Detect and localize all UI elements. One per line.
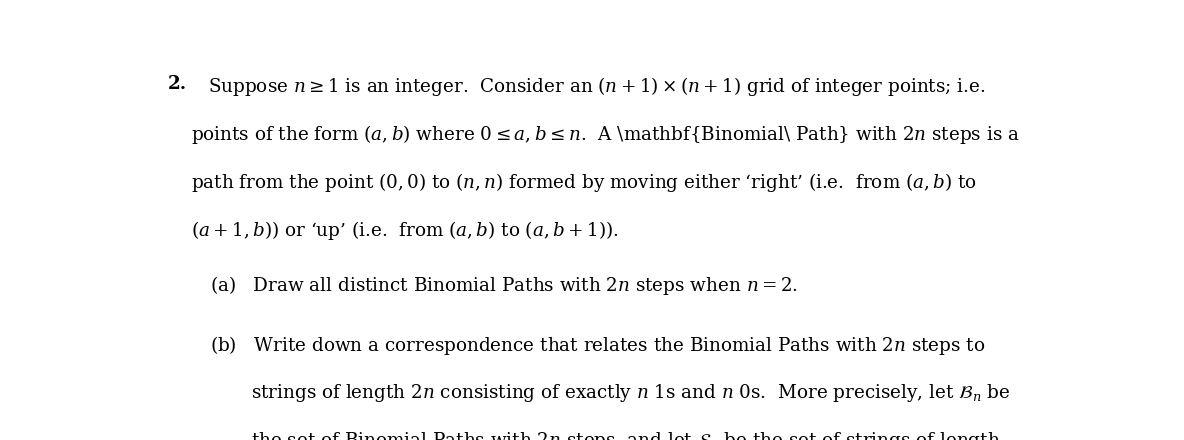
Text: Suppose $n \geq 1$ is an integer.  Consider an $(n+1) \times (n+1)$ grid of inte: Suppose $n \geq 1$ is an integer. Consid… [207, 75, 985, 98]
Text: (a)   Draw all distinct Binomial Paths with $2n$ steps when $n = 2$.: (a) Draw all distinct Binomial Paths wit… [211, 274, 798, 297]
Text: (b)   Write down a correspondence that relates the Binomial Paths with $2n$ step: (b) Write down a correspondence that rel… [211, 334, 986, 357]
Text: the set of Binomial Paths with $2n$ steps, and let $\mathcal{S}_n$ be the set of: the set of Binomial Paths with $2n$ step… [251, 430, 1000, 440]
Text: points of the form $(a, b)$ where $0 \leq a, b \leq n$.  A \mathbf{Binomial\ Pat: points of the form $(a, b)$ where $0 \le… [191, 123, 1019, 146]
Text: path from the point $(0, 0)$ to $(n, n)$ formed by moving either ‘right’ (i.e.  : path from the point $(0, 0)$ to $(n, n)$… [191, 171, 977, 194]
Text: 2.: 2. [168, 75, 187, 93]
Text: $(a+1, b))$ or ‘up’ (i.e.  from $(a, b)$ to $(a, b+1))$.: $(a+1, b))$ or ‘up’ (i.e. from $(a, b)$ … [191, 219, 619, 242]
Text: strings of length $2n$ consisting of exactly $n$ 1s and $n$ 0s.  More precisely,: strings of length $2n$ consisting of exa… [251, 382, 1010, 404]
